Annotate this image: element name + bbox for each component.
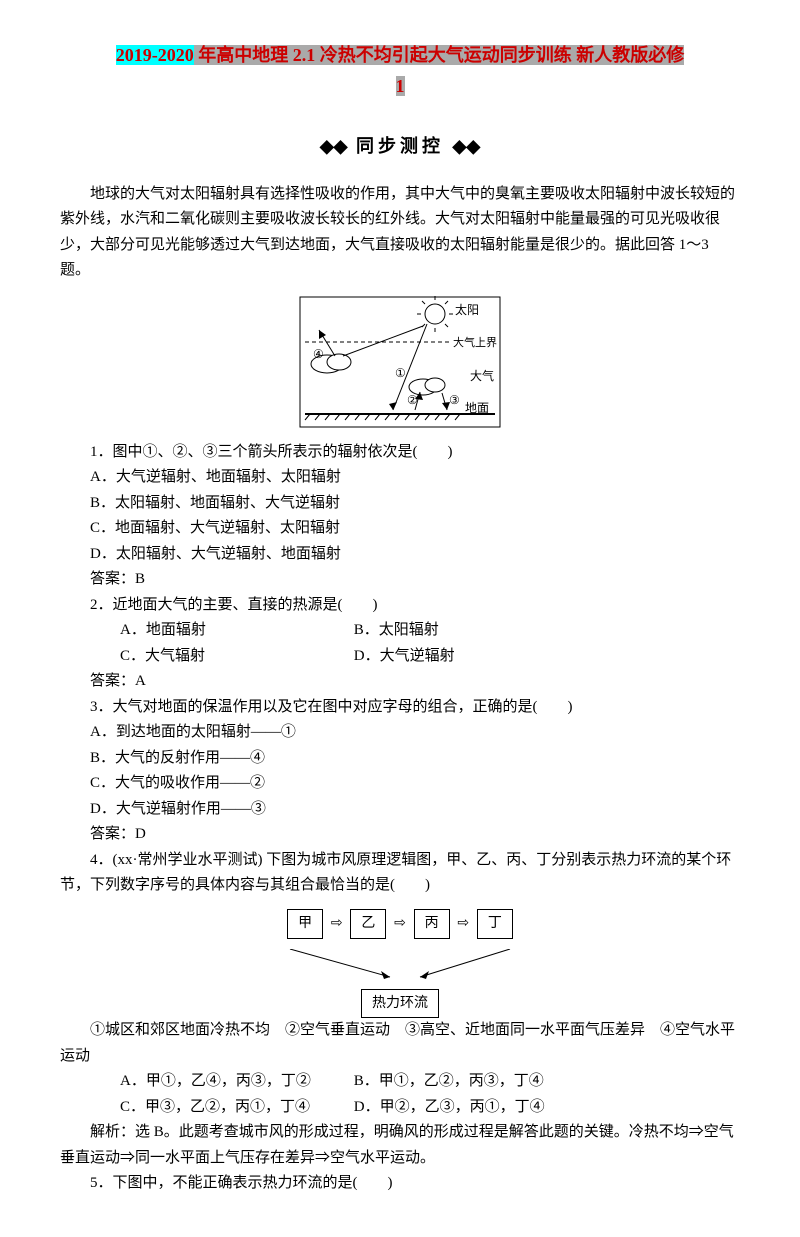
q3-answer: 答案：D <box>60 822 740 848</box>
q4-row1: A．甲①，乙④，丙③，丁② B．甲①，乙②，丙③，丁④ <box>60 1069 740 1095</box>
q2-opt-c: C．大气辐射 <box>90 644 350 670</box>
document-title: 2019-2020 年高中地理 2.1 冷热不均引起大气运动同步训练 新人教版必… <box>60 40 740 101</box>
q2-row2: C．大气辐射 D．大气逆辐射 <box>60 644 740 670</box>
flow-box-a: 甲 <box>287 909 323 939</box>
title-main: 年高中地理 2.1 冷热不均引起大气运动同步训练 新人教版必修 <box>194 45 685 65</box>
q2-opt-d: D．大气逆辐射 <box>354 648 455 664</box>
atmosphere-diagram: 太阳 大气上界 地面 大气 ① ② <box>295 292 505 432</box>
q2-opt-a: A．地面辐射 <box>90 618 350 644</box>
flow-box-b: 乙 <box>350 909 386 939</box>
q1-opt-b: B．太阳辐射、地面辐射、大气逆辐射 <box>60 491 740 517</box>
q1-opt-c: C．地面辐射、大气逆辐射、太阳辐射 <box>60 516 740 542</box>
q2-row1: A．地面辐射 B．太阳辐射 <box>60 618 740 644</box>
q4-opt-a: A．甲①，乙④，丙③，丁② <box>90 1069 350 1095</box>
q1-opt-d: D．太阳辐射、大气逆辐射、地面辐射 <box>60 542 740 568</box>
flow-diagram: 甲 ⇨ 乙 ⇨ 丙 ⇨ 丁 <box>60 909 740 939</box>
intro-paragraph: 地球的大气对太阳辐射具有选择性吸收的作用，其中大气中的臭氧主要吸收太阳辐射中波长… <box>60 182 740 284</box>
q4-row2: C．甲③，乙②，丙①，丁④ D．甲②，乙③，丙①，丁④ <box>60 1095 740 1121</box>
q4-opt-c: C．甲③，乙②，丙①，丁④ <box>90 1095 350 1121</box>
diamond-right: ◆◆ <box>453 136 481 156</box>
ground-label: 地面 <box>465 401 489 415</box>
title-suffix: 1 <box>396 76 405 96</box>
arrow-3: ③ <box>449 393 460 407</box>
q4-opt-d: D．甲②，乙③，丙①，丁④ <box>354 1099 545 1115</box>
flow-box-d: 丁 <box>477 909 513 939</box>
arrow-4: ④ <box>313 347 324 361</box>
arrow-2: ② <box>407 393 418 407</box>
q3-opt-b: B．大气的反射作用——④ <box>60 746 740 772</box>
q1-stem: 1．图中①、②、③三个箭头所表示的辐射依次是( ) <box>60 440 740 466</box>
q2-answer: 答案：A <box>60 669 740 695</box>
figure-1: 太阳 大气上界 地面 大气 ① ② <box>60 292 740 432</box>
flow-connector <box>60 949 740 983</box>
q2-stem: 2．近地面大气的主要、直接的热源是( ) <box>60 593 740 619</box>
section-subtitle: ◆◆ 同步测控 ◆◆ <box>60 131 740 162</box>
arrow-icon: ⇨ <box>331 912 343 936</box>
q5-stem: 5．下图中，不能正确表示热力环流的是( ) <box>60 1171 740 1197</box>
atmo-label: 大气 <box>470 368 494 383</box>
q3-opt-d: D．大气逆辐射作用——③ <box>60 797 740 823</box>
q4-stem: 4．(xx·常州学业水平测试) 下图为城市风原理逻辑图，甲、乙、丙、丁分别表示热… <box>60 848 740 899</box>
q4-opt-b: B．甲①，乙②，丙③，丁④ <box>354 1073 544 1089</box>
q3-opt-c: C．大气的吸收作用——② <box>60 771 740 797</box>
flow-box-c: 丙 <box>414 909 450 939</box>
title-year: 2019-2020 <box>116 45 194 65</box>
q4-options-intro: ①城区和郊区地面冷热不均 ②空气垂直运动 ③高空、近地面同一水平面气压差异 ④空… <box>60 1018 740 1069</box>
q1-opt-a: A．大气逆辐射、地面辐射、太阳辐射 <box>60 465 740 491</box>
arrow-icon: ⇨ <box>457 912 469 936</box>
flow-result: 热力环流 <box>361 989 439 1019</box>
q1-answer: 答案：B <box>60 567 740 593</box>
sun-label: 太阳 <box>455 302 479 317</box>
arrow-1: ① <box>395 366 406 380</box>
upper-boundary-label: 大气上界 <box>453 335 497 349</box>
subtitle-text: 同步测控 <box>356 136 444 156</box>
q3-opt-a: A．到达地面的太阳辐射——① <box>60 720 740 746</box>
q3-stem: 3．大气对地面的保温作用以及它在图中对应字母的组合，正确的是( ) <box>60 695 740 721</box>
q2-opt-b: B．太阳辐射 <box>354 622 439 638</box>
q4-explanation: 解析：选 B。此题考查城市风的形成过程，明确风的形成过程是解答此题的关键。冷热不… <box>60 1120 740 1171</box>
arrow-icon: ⇨ <box>394 912 406 936</box>
flow-result-row: 热力环流 <box>60 989 740 1019</box>
diamond-left: ◆◆ <box>320 136 348 156</box>
